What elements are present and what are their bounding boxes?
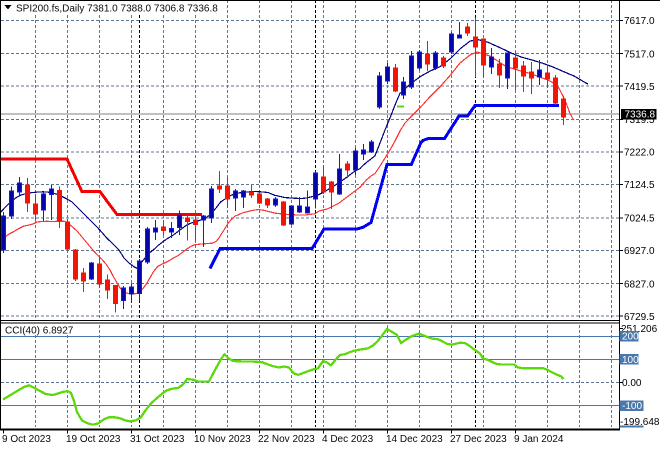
svg-text:7517.0: 7517.0 — [624, 49, 655, 60]
svg-text:-100: -100 — [622, 401, 642, 412]
svg-text:14 Dec 2023: 14 Dec 2023 — [386, 434, 443, 445]
svg-text:0.00: 0.00 — [622, 378, 642, 389]
svg-text:19 Oct 2023: 19 Oct 2023 — [66, 434, 121, 445]
svg-text:7222.0: 7222.0 — [624, 148, 655, 159]
svg-text:SPI200.fs,Daily 7381.0 7388.0: SPI200.fs,Daily 7381.0 7388.0 7306.8 733… — [16, 4, 218, 15]
svg-text:7024.5: 7024.5 — [624, 214, 655, 225]
svg-text:31 Oct 2023: 31 Oct 2023 — [130, 434, 185, 445]
svg-text:7336.8: 7336.8 — [625, 110, 656, 121]
svg-text:200: 200 — [622, 332, 639, 343]
svg-text:-199.648: -199.648 — [620, 417, 660, 428]
svg-text:7124.5: 7124.5 — [624, 180, 655, 191]
svg-text:9 Jan 2024: 9 Jan 2024 — [514, 434, 564, 445]
svg-text:6827.0: 6827.0 — [624, 279, 655, 290]
svg-text:251.206: 251.206 — [621, 324, 658, 335]
svg-text:7617.0: 7617.0 — [624, 16, 655, 27]
svg-text:27 Dec 2023: 27 Dec 2023 — [450, 434, 507, 445]
svg-text:9 Oct 2023: 9 Oct 2023 — [2, 434, 51, 445]
svg-text:6927.0: 6927.0 — [624, 246, 655, 257]
svg-text:CCI(40) 6.8927: CCI(40) 6.8927 — [5, 326, 74, 337]
svg-text:10 Nov 2023: 10 Nov 2023 — [194, 434, 251, 445]
svg-text:7419.5: 7419.5 — [624, 82, 655, 93]
svg-text:100: 100 — [622, 355, 639, 366]
svg-text:7319.5: 7319.5 — [624, 115, 655, 126]
svg-text:4 Dec 2023: 4 Dec 2023 — [322, 434, 374, 445]
svg-text:22 Nov 2023: 22 Nov 2023 — [258, 434, 315, 445]
svg-text:6729.5: 6729.5 — [624, 312, 655, 323]
